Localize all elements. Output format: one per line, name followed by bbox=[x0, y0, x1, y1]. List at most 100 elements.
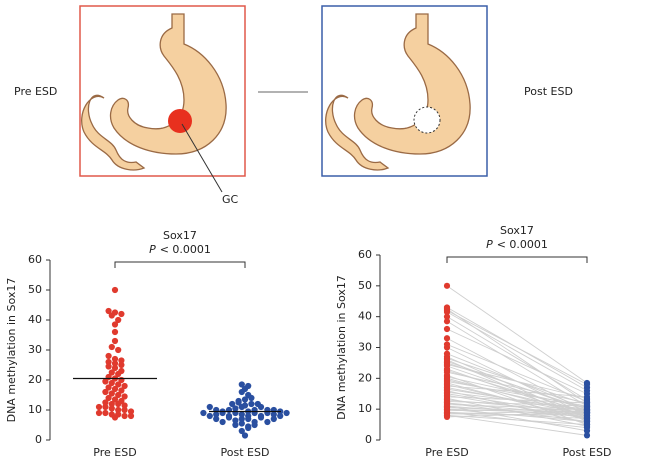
data-point bbox=[219, 418, 226, 426]
data-point bbox=[105, 384, 112, 391]
data-point bbox=[443, 335, 451, 342]
data-point bbox=[105, 358, 112, 366]
data-point bbox=[102, 403, 109, 411]
data-point bbox=[443, 282, 451, 289]
pair-line bbox=[446, 328, 588, 395]
x-tick-label: Post ESD bbox=[221, 446, 270, 459]
data-point bbox=[264, 418, 271, 426]
data-point bbox=[238, 415, 245, 423]
data-point bbox=[238, 381, 245, 388]
data-point bbox=[115, 400, 122, 408]
data-point bbox=[111, 321, 119, 328]
lesion-pointer bbox=[181, 123, 223, 193]
significance-bracket bbox=[114, 261, 246, 268]
x-tick-label: Post ESD bbox=[563, 446, 612, 459]
data-point bbox=[95, 403, 103, 411]
data-point bbox=[277, 412, 284, 420]
y-tick-label: 50 bbox=[28, 283, 42, 296]
data-point bbox=[443, 318, 451, 325]
data-point bbox=[121, 402, 128, 409]
pair-line bbox=[446, 414, 588, 436]
y-tick-label: 20 bbox=[358, 371, 372, 384]
lesion-label: GC bbox=[222, 193, 239, 206]
data-point bbox=[111, 360, 119, 367]
lesion bbox=[168, 109, 192, 133]
y-tick-label: 20 bbox=[28, 373, 42, 386]
data-point bbox=[206, 412, 213, 420]
data-point bbox=[111, 414, 119, 421]
p-text: < 0.0001 bbox=[497, 238, 548, 251]
data-point bbox=[108, 312, 115, 319]
data-point bbox=[443, 308, 451, 316]
data-point bbox=[270, 411, 277, 418]
data-point bbox=[225, 406, 233, 414]
data-point bbox=[443, 344, 451, 351]
data-point bbox=[583, 393, 591, 400]
data-point bbox=[108, 405, 115, 412]
p-symbol: P bbox=[149, 243, 156, 256]
charts: Sox17 P < 0.0001 DNA methylation in Sox17 0 1… bbox=[5, 224, 611, 459]
data-point bbox=[108, 343, 115, 351]
data-point bbox=[118, 387, 125, 394]
data-point bbox=[241, 432, 249, 439]
data-point bbox=[232, 405, 239, 412]
data-point bbox=[102, 409, 109, 417]
pair-line bbox=[446, 316, 588, 401]
y-tick-label: 30 bbox=[358, 341, 372, 354]
data-point bbox=[213, 411, 220, 418]
data-point bbox=[121, 393, 128, 400]
data-point bbox=[102, 378, 109, 385]
y-axis-label: DNA methylation in Sox17 bbox=[335, 275, 348, 420]
data-point bbox=[583, 432, 591, 439]
data-point bbox=[121, 406, 128, 414]
data-point bbox=[108, 400, 115, 408]
pair-line bbox=[446, 285, 588, 384]
data-point bbox=[111, 385, 119, 393]
data-point bbox=[111, 328, 119, 336]
data-point bbox=[251, 421, 258, 429]
data-point bbox=[111, 364, 119, 372]
pair-line bbox=[446, 364, 588, 399]
data-point bbox=[583, 421, 591, 428]
data-point bbox=[283, 409, 290, 417]
data-point bbox=[583, 381, 591, 388]
p-value: P < 0.0001 bbox=[486, 238, 548, 251]
data-point bbox=[219, 409, 226, 417]
data-point bbox=[115, 316, 122, 324]
pair-line bbox=[446, 362, 588, 410]
pair-line bbox=[446, 414, 588, 426]
y-tick-label: 50 bbox=[358, 279, 372, 292]
p-text: < 0.0001 bbox=[160, 243, 211, 256]
data-point bbox=[111, 286, 119, 294]
data-point bbox=[102, 388, 109, 396]
x-tick-label: Pre ESD bbox=[93, 446, 136, 459]
resection-site bbox=[413, 106, 441, 134]
data-point bbox=[245, 382, 252, 390]
data-point bbox=[257, 414, 265, 421]
pair-line bbox=[446, 343, 588, 402]
y-tick-label: 0 bbox=[35, 433, 42, 446]
diagram: Pre ESD Post ESD GC bbox=[14, 5, 573, 206]
data-point bbox=[118, 310, 125, 318]
pre-box bbox=[79, 5, 246, 177]
chart-title: Sox17 bbox=[163, 229, 197, 242]
data-point bbox=[248, 400, 255, 408]
pair-line bbox=[446, 410, 588, 415]
data-point bbox=[118, 361, 125, 369]
data-point bbox=[238, 420, 245, 427]
data-point bbox=[235, 399, 242, 406]
x-tick-label: Pre ESD bbox=[425, 446, 468, 459]
data-point bbox=[200, 409, 207, 417]
data-point bbox=[206, 403, 213, 411]
pair-line bbox=[446, 385, 588, 398]
pair-line bbox=[446, 371, 588, 404]
y-tick-label: 0 bbox=[365, 433, 372, 446]
y-tick-label: 10 bbox=[28, 403, 42, 416]
data-point bbox=[245, 424, 252, 432]
data-point bbox=[115, 346, 122, 354]
y-axis-label: DNA methylation in Sox17 bbox=[5, 278, 18, 423]
post-label: Post ESD bbox=[524, 85, 573, 98]
data-point bbox=[232, 421, 239, 429]
y-tick-label: 40 bbox=[28, 313, 42, 326]
